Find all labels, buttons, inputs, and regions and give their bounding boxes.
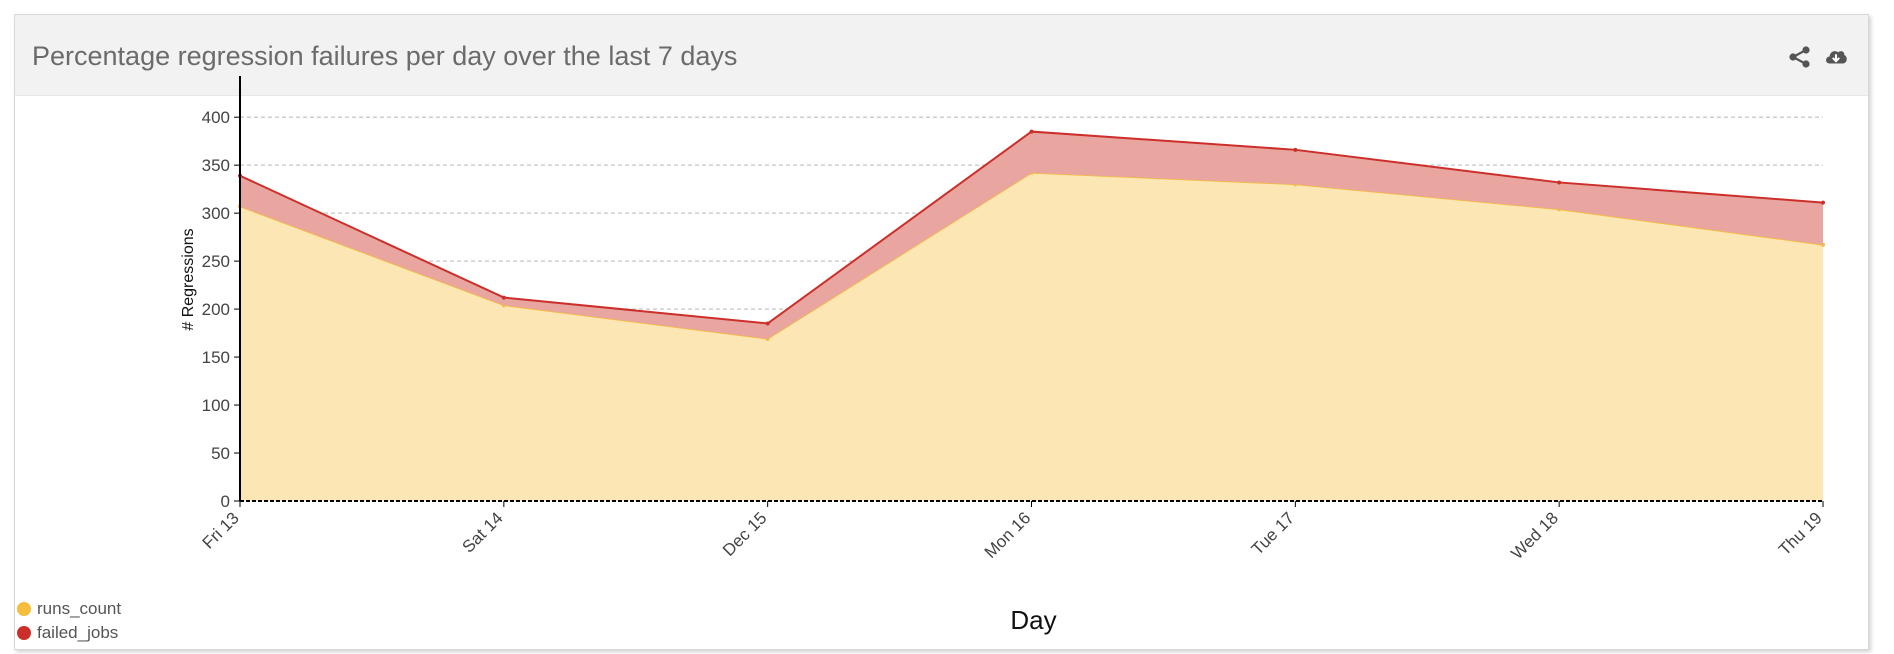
- y-axis-label: # Regressions: [180, 228, 197, 330]
- y-tick-label: 100: [202, 396, 230, 415]
- y-tick-label: 200: [202, 300, 230, 319]
- y-tick-label: 50: [211, 444, 230, 463]
- series-areas: [238, 129, 1825, 502]
- cloud-download-icon[interactable]: [1824, 46, 1848, 68]
- legend-item-failed-jobs[interactable]: failed_jobs: [17, 621, 121, 645]
- y-tick-label: 250: [202, 252, 230, 271]
- legend-item-runs-count[interactable]: runs_count: [17, 597, 121, 621]
- chart-panel: Percentage regression failures per day o…: [14, 14, 1869, 650]
- legend-label: runs_count: [37, 599, 122, 618]
- area-chart: 0 50 100 150 200 250 300 350 400 Fri 13 Sat 14 Dec …: [180, 76, 1826, 635]
- point-failed_jobs[interactable]: [1293, 147, 1298, 152]
- area-failed_jobs: [240, 131, 1823, 339]
- x-tick-label: Thu 19: [1775, 508, 1826, 559]
- y-tick-label: 150: [202, 348, 230, 367]
- x-tick-label: Wed 18: [1507, 508, 1562, 563]
- x-axis-label: Day: [1010, 605, 1056, 635]
- point-failed_jobs[interactable]: [1821, 200, 1825, 205]
- panel-header: Percentage regression failures per day o…: [15, 15, 1868, 96]
- y-tick-label: 0: [221, 492, 230, 511]
- point-failed_jobs[interactable]: [501, 295, 506, 300]
- share-icon[interactable]: [1788, 46, 1812, 68]
- point-failed_jobs[interactable]: [1557, 180, 1562, 185]
- header-icons: [1788, 46, 1848, 68]
- x-tick-label: Tue 17: [1248, 508, 1298, 558]
- point-failed_jobs[interactable]: [1029, 129, 1034, 134]
- x-tick-label: Dec 15: [719, 508, 771, 560]
- panel-title: Percentage regression failures per day o…: [32, 41, 738, 71]
- y-tick-label: 400: [202, 108, 230, 127]
- point-failed_jobs[interactable]: [765, 321, 770, 326]
- y-tick-label: 300: [202, 204, 230, 223]
- x-tick-label: Fri 13: [199, 508, 243, 552]
- y-tick-label: 350: [202, 156, 230, 175]
- legend-swatch-failed-jobs: [17, 626, 31, 640]
- x-tick-label: Mon 16: [981, 508, 1035, 562]
- area-runs_count: [240, 172, 1823, 502]
- legend-label: failed_jobs: [37, 623, 119, 642]
- legend: runs_count failed_jobs: [17, 597, 121, 645]
- x-tick-label: Sat 14: [458, 508, 506, 556]
- legend-swatch-runs-count: [17, 602, 31, 616]
